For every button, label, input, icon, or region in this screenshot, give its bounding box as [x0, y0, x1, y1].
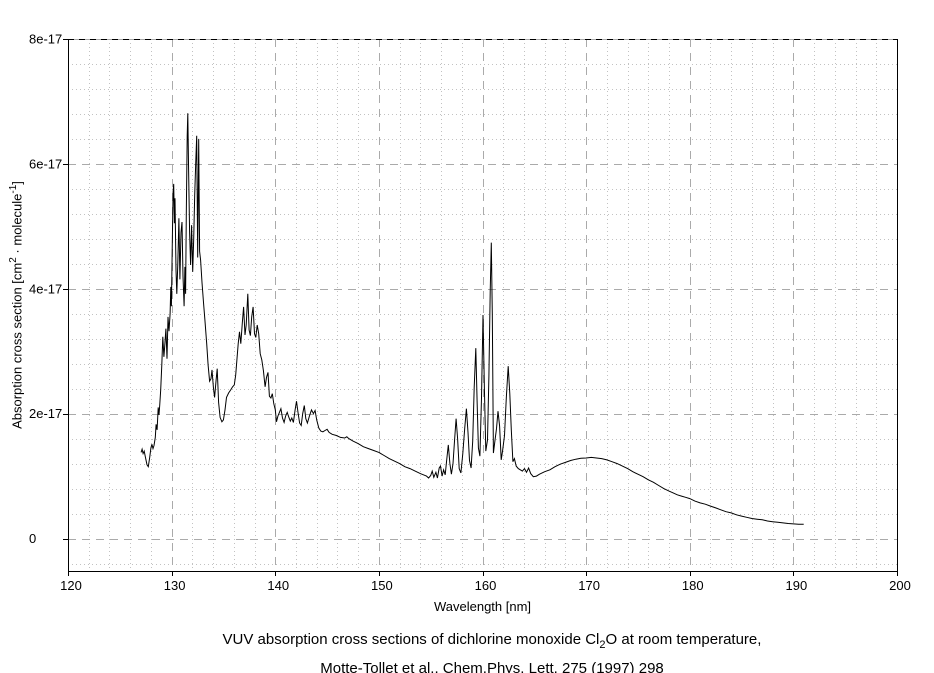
- y-tick-label: 2e-17: [29, 406, 62, 421]
- x-tick-label: 130: [164, 578, 186, 593]
- x-axis-title: Wavelength [nm]: [433, 599, 532, 614]
- y-axis-title-sup-minus1: -1: [8, 184, 19, 194]
- y-tick-label: 0: [29, 531, 36, 546]
- data-series: [140, 113, 804, 525]
- y-axis-title-text: Absorption cross section [cm: [9, 262, 25, 429]
- x-tick-label: 120: [60, 578, 82, 593]
- x-tick-label: 200: [889, 578, 911, 593]
- figure-caption: VUV absorption cross sections of dichlor…: [50, 628, 934, 673]
- x-tick-label: 150: [371, 578, 393, 593]
- tick-marks: [63, 39, 898, 576]
- x-tick-labels: 120 130 140 150 160 170 180 190 200: [60, 578, 911, 593]
- x-tick-label: 140: [267, 578, 289, 593]
- caption-line1-text: VUV absorption cross sections of dichlor…: [222, 631, 600, 648]
- y-tick-label: 4e-17: [29, 281, 62, 296]
- y-tick-labels: 0 2e-17 4e-17 6e-17 8e-17: [29, 32, 62, 547]
- axis-frame: [68, 39, 898, 572]
- y-axis-title-bracket: ]: [9, 181, 25, 185]
- y-axis-title: Absorption cross section [cm2 · molecule…: [8, 181, 24, 429]
- y-axis-title-middot: · molecule: [9, 193, 25, 258]
- caption-line-1: VUV absorption cross sections of dichlor…: [50, 628, 934, 657]
- x-tick-label: 160: [475, 578, 497, 593]
- spectrum-curve: [140, 113, 804, 525]
- y-axis-title-sup-2: 2: [8, 257, 19, 263]
- y-tick-label: 6e-17: [29, 156, 62, 171]
- y-tick-label: 8e-17: [29, 32, 62, 47]
- caption-line-2: Motte-Tollet et al., Chem.Phys. Lett. 27…: [320, 660, 664, 673]
- minor-gridlines: [68, 39, 897, 571]
- x-tick-label: 170: [578, 578, 600, 593]
- x-tick-label: 190: [786, 578, 808, 593]
- caption-cl2o-subscript: 2: [599, 639, 606, 651]
- x-tick-label: 180: [682, 578, 704, 593]
- caption-line1-tail: O at room temperature,: [605, 631, 762, 648]
- major-gridlines: [68, 39, 897, 571]
